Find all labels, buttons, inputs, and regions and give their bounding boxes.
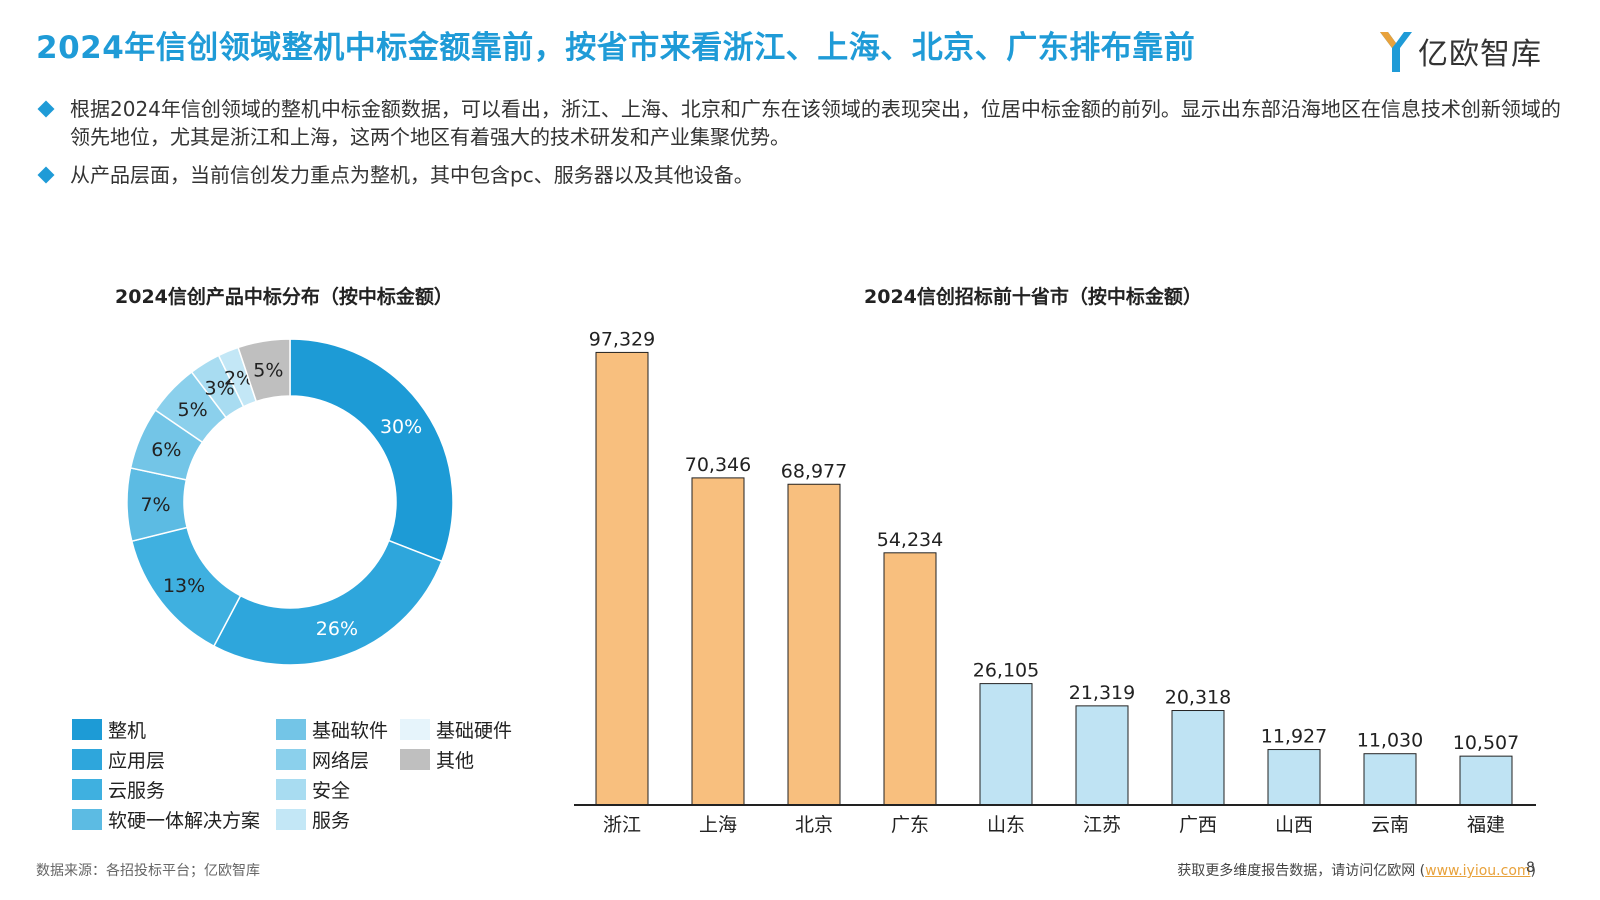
bar-value-label: 11,927	[1261, 726, 1327, 748]
legend-label: 云服务	[108, 780, 166, 802]
legend-swatch	[400, 719, 430, 740]
bullet-diamond-icon	[37, 100, 55, 118]
donut-slice-9	[237, 338, 291, 403]
page-number: 8	[1526, 860, 1535, 876]
page-title: 2024年信创领域整机中标金额靠前，按省市来看浙江、上海、北京、广东排布靠前	[36, 30, 1196, 66]
website-link[interactable]: www.iyiou.com	[1425, 863, 1531, 879]
legend-swatch	[276, 779, 306, 800]
legend-label: 网络层	[312, 750, 370, 772]
x-tick-label: 江苏	[1083, 814, 1121, 836]
legend-label: 软硬一体解决方案	[108, 810, 261, 832]
x-tick-label: 广东	[891, 814, 929, 836]
bar-chart-title: 2024信创招标前十省市（按中标金额）	[864, 286, 1202, 308]
legend-label: 基础硬件	[436, 720, 513, 742]
bar-value-label: 10,507	[1453, 732, 1519, 754]
bar-6	[1171, 710, 1225, 806]
summary-bullets: 根据2024年信创领域的整机中标金额数据，可以看出，浙江、上海、北京和广东在该领…	[36, 95, 1576, 199]
bullet-text: 从产品层面，当前信创发力重点为整机，其中包含pc、服务器以及其他设备。	[70, 163, 754, 187]
donut-label-3: 7%	[140, 494, 170, 516]
legend-swatch	[276, 809, 306, 830]
bullet-text: 根据2024年信创领域的整机中标金额数据，可以看出，浙江、上海、北京和广东在该领…	[70, 97, 1561, 149]
x-tick-label: 云南	[1371, 814, 1409, 836]
donut-label-2: 13%	[163, 575, 205, 597]
bar-9	[1459, 755, 1513, 806]
legend-swatch	[72, 749, 102, 770]
legend-item: 其他	[400, 746, 474, 773]
legend-label: 应用层	[108, 750, 166, 772]
bar-8	[1363, 753, 1417, 806]
legend-item: 整机	[72, 716, 146, 743]
legend-item: 应用层	[72, 746, 165, 773]
footer-cta-suffix: )	[1530, 863, 1536, 879]
bar-value-label: 11,030	[1357, 730, 1423, 752]
x-tick-label: 广西	[1179, 814, 1217, 836]
donut-label-4: 6%	[151, 439, 181, 461]
bar-value-label: 26,105	[973, 660, 1039, 682]
legend-label: 安全	[312, 780, 351, 802]
donut-label-5: 5%	[178, 399, 208, 421]
bar-3	[883, 552, 937, 806]
bar-1	[691, 477, 745, 806]
x-tick-label: 浙江	[603, 814, 641, 836]
donut-chart: 30%26%13%7%6%5%3%2% 5%	[126, 338, 454, 666]
donut-label-6: 3%	[205, 377, 235, 399]
footer-cta: 获取更多维度报告数据，请访问亿欧网 (www.iyiou.com)	[1177, 860, 1536, 880]
donut-label-1: 26%	[316, 618, 358, 640]
legend-swatch	[276, 719, 306, 740]
bar-7	[1267, 749, 1321, 806]
legend-swatch	[400, 749, 430, 770]
donut-slice-0	[289, 338, 454, 563]
legend-swatch	[276, 749, 306, 770]
bullet-diamond-icon	[37, 166, 55, 184]
legend-item: 基础软件	[276, 716, 388, 743]
legend-swatch	[72, 719, 102, 740]
legend-item: 软硬一体解决方案	[72, 806, 260, 833]
logo-mark-icon	[1380, 32, 1412, 72]
bar-value-label: 54,234	[877, 529, 943, 551]
legend-item: 云服务	[72, 776, 165, 803]
bar-chart: 97,329 浙江 70,346 上海 68,977 北京 54,234 广东 26,105 山东…	[574, 328, 1536, 836]
bar-value-label: 68,977	[781, 460, 847, 482]
donut-label-9: 5%	[253, 359, 283, 381]
legend-label: 基础软件	[312, 720, 389, 742]
x-tick-label: 上海	[699, 814, 737, 836]
bar-4	[979, 683, 1033, 806]
legend-label: 服务	[312, 810, 351, 832]
bullet-item: 根据2024年信创领域的整机中标金额数据，可以看出，浙江、上海、北京和广东在该领…	[36, 95, 1576, 151]
bar-5	[1075, 705, 1129, 806]
legend-item: 网络层	[276, 746, 369, 773]
bar-2	[787, 483, 841, 806]
data-source: 数据来源：各招投标平台；亿欧智库	[36, 863, 260, 879]
donut-chart-title: 2024信创产品中标分布（按中标金额）	[115, 286, 453, 308]
footer-cta-text: 获取更多维度报告数据，请访问亿欧网 (	[1177, 863, 1426, 879]
legend-item: 安全	[276, 776, 350, 803]
legend-label: 整机	[108, 720, 147, 742]
x-tick-label: 山东	[987, 814, 1025, 836]
x-tick-label: 福建	[1467, 814, 1505, 836]
legend-item: 服务	[276, 806, 350, 833]
bar-value-label: 97,329	[589, 328, 655, 350]
bar-value-label: 20,318	[1165, 687, 1231, 709]
legend-swatch	[72, 779, 102, 800]
bullet-item: 从产品层面，当前信创发力重点为整机，其中包含pc、服务器以及其他设备。	[36, 161, 1576, 189]
brand-logo: 亿欧智库	[1378, 26, 1542, 76]
bar-value-label: 21,319	[1069, 682, 1135, 704]
donut-slice-1	[212, 539, 443, 666]
legend-swatch	[72, 809, 102, 830]
bar-value-label: 70,346	[685, 454, 751, 476]
legend-item: 基础硬件	[400, 716, 512, 743]
bar-0	[595, 351, 649, 806]
x-tick-label: 北京	[795, 814, 833, 836]
x-tick-label: 山西	[1275, 814, 1313, 836]
donut-label-0: 30%	[380, 416, 422, 438]
logo-text: 亿欧智库	[1418, 37, 1542, 72]
legend-label: 其他	[436, 750, 475, 772]
